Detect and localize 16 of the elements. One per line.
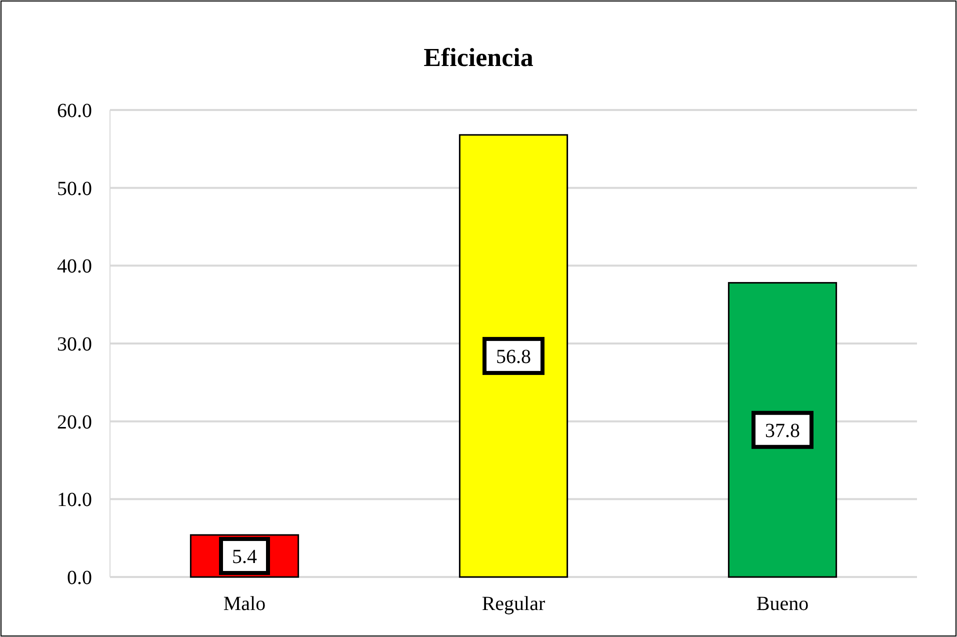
y-tick-label: 50.0	[57, 178, 92, 200]
data-label: 5.4	[232, 546, 257, 568]
y-tick-label: 40.0	[57, 256, 92, 278]
x-tick-label: Malo	[223, 593, 266, 615]
y-tick-label: 0.0	[67, 567, 92, 589]
chart-title: Eficiencia	[424, 43, 534, 72]
data-label: 56.8	[496, 346, 531, 368]
data-label: 37.8	[765, 420, 800, 442]
bar	[728, 282, 838, 578]
x-tick-label: Bueno	[756, 593, 809, 615]
y-tick-label: 20.0	[57, 411, 92, 434]
y-tick-label: 60.0	[57, 100, 92, 122]
y-tick-label: 30.0	[57, 334, 92, 356]
bar	[458, 134, 568, 578]
y-tick-label: 10.0	[57, 489, 92, 512]
x-tick-label: Regular	[482, 593, 546, 615]
